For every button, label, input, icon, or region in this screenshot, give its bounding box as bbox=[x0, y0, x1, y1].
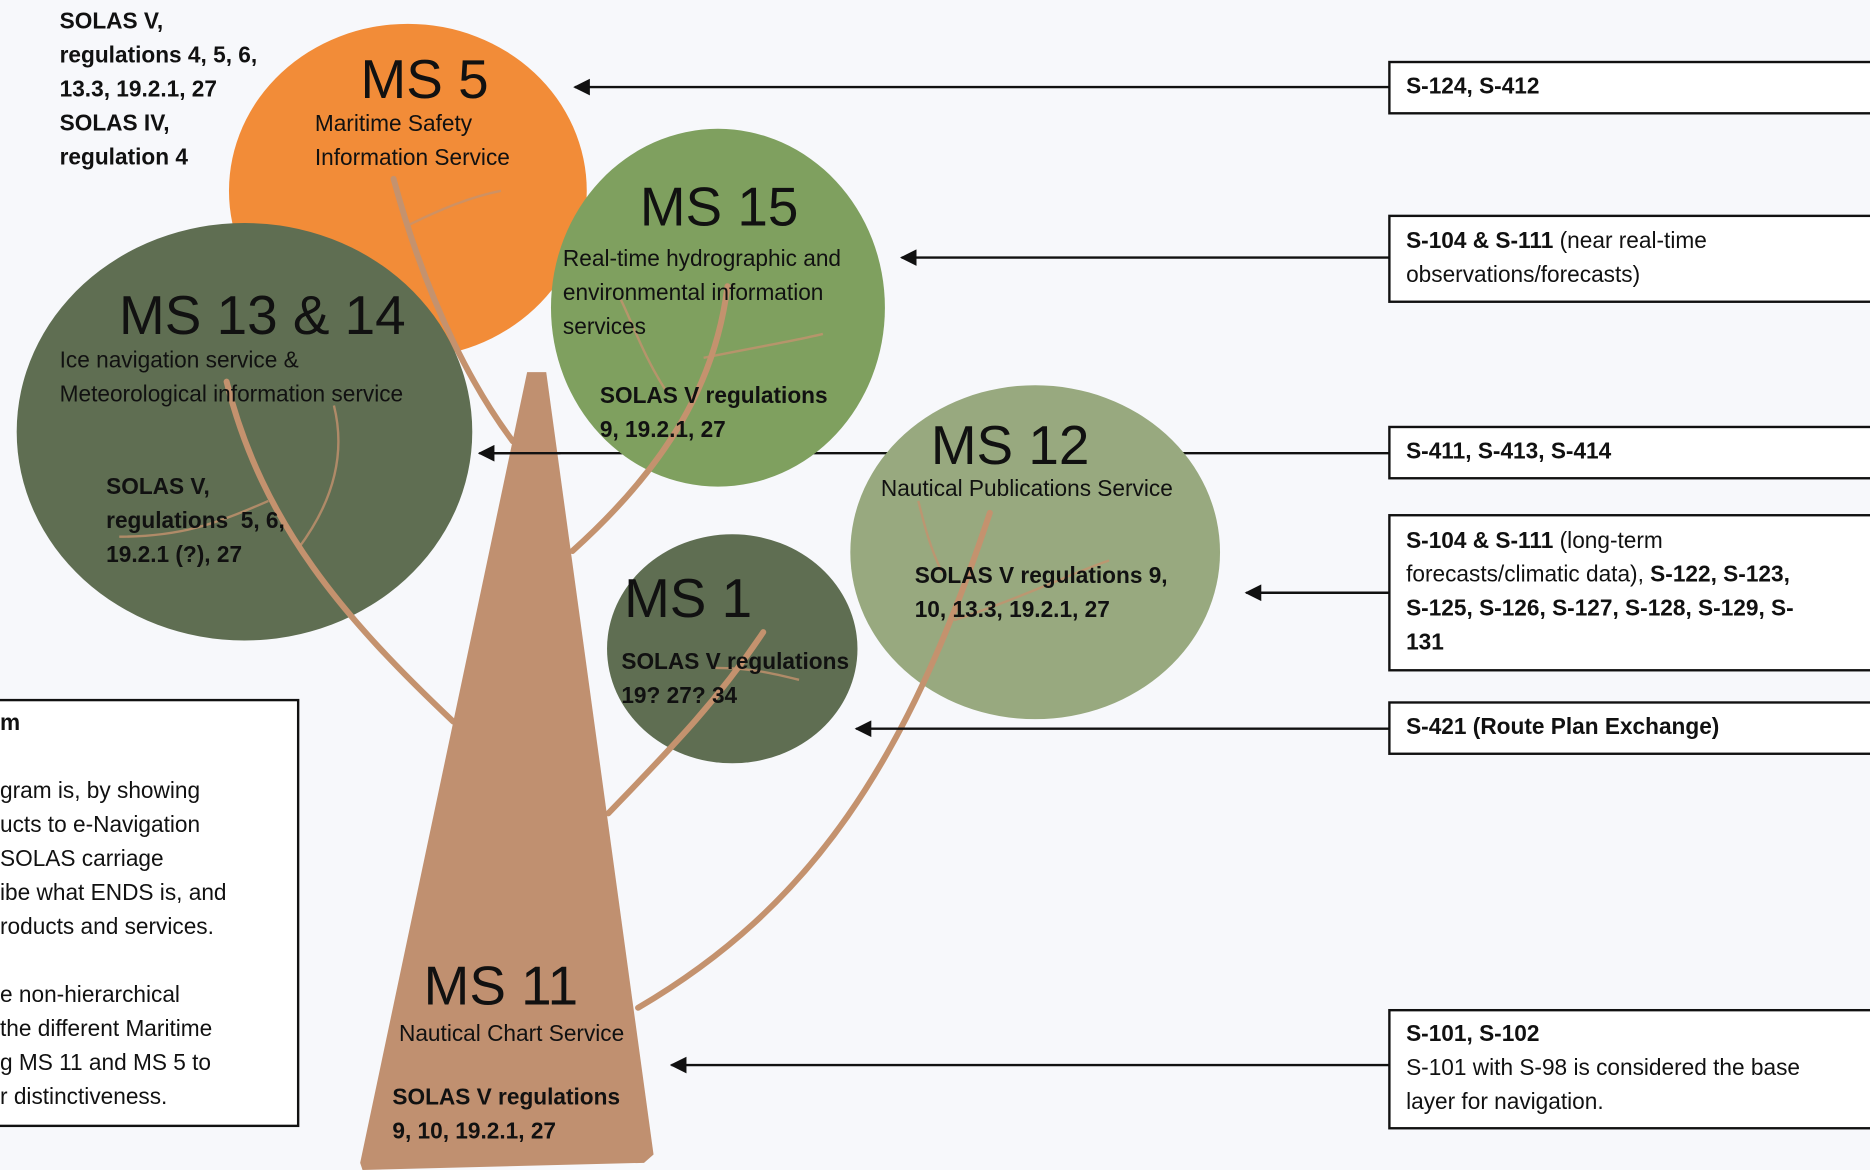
regulation: 13.3, 19.2.1, 27 bbox=[60, 76, 217, 102]
service-title: MS 1 bbox=[624, 567, 752, 629]
product-line: observations/forecasts) bbox=[1406, 261, 1640, 287]
service-title: MS 5 bbox=[361, 48, 489, 110]
note-line: ibe what ENDS is, and bbox=[0, 879, 227, 905]
regulation: 9, 10, 19.2.1, 27 bbox=[392, 1117, 556, 1143]
product-text: S-421 (Route Plan Exchange) bbox=[1406, 713, 1719, 739]
regulation: SOLAS V regulations bbox=[621, 648, 849, 674]
note-line: ucts to e-Navigation bbox=[0, 811, 200, 837]
service-name: Real-time hydrographic and bbox=[563, 245, 841, 271]
service-name: services bbox=[563, 313, 646, 339]
service-name: Information Service bbox=[315, 144, 510, 170]
product-text: (long-term bbox=[1553, 527, 1662, 553]
note-line: e non-hierarchical bbox=[0, 981, 180, 1007]
product-line: S-101, S-102 bbox=[1406, 1020, 1539, 1046]
product-line: S-104 & S-111 (near real-time bbox=[1406, 227, 1707, 253]
note-line: roducts and services. bbox=[0, 913, 214, 939]
page: MS 5Maritime Safety Information Service SO… bbox=[0, 0, 1870, 1170]
service-name: Nautical Chart Service bbox=[399, 1020, 624, 1046]
regulation: regulation 4 bbox=[60, 144, 189, 170]
product-text: (near real-time bbox=[1553, 227, 1706, 253]
regulation: 9, 19.2.1, 27 bbox=[600, 416, 726, 442]
product-text: S-124, S-412 bbox=[1406, 73, 1539, 99]
product-text: S-125, S-126, S-127, S-128, S-129, S- bbox=[1406, 595, 1794, 621]
product-line: S-421 (Route Plan Exchange) bbox=[1406, 713, 1719, 739]
service-title: MS 15 bbox=[640, 176, 799, 238]
regulation: SOLAS V regulations bbox=[600, 382, 828, 408]
service-title: MS 12 bbox=[931, 414, 1090, 476]
service-name: Ice navigation service & bbox=[60, 346, 299, 372]
service-name: Meteorological information service bbox=[60, 380, 404, 406]
regulation: SOLAS V regulations bbox=[392, 1083, 620, 1109]
regulation: regulations 4, 5, 6, bbox=[60, 42, 258, 68]
regulation: SOLAS V, bbox=[60, 8, 164, 34]
product-line: S-101 with S-98 is considered the base bbox=[1406, 1054, 1800, 1080]
product-line: S-104 & S-111 (long-term bbox=[1406, 527, 1663, 553]
regulation: regulations 5, 6, bbox=[106, 507, 285, 533]
regulation: SOLAS IV, bbox=[60, 110, 170, 136]
product-line: forecasts/climatic data), S-122, S-123, bbox=[1406, 561, 1790, 587]
product-text: S-104 & S-111 bbox=[1406, 227, 1553, 253]
product-line: S-411, S-413, S-414 bbox=[1406, 438, 1612, 464]
product-text: layer for navigation. bbox=[1406, 1088, 1604, 1114]
note-line: SOLAS carriage bbox=[0, 845, 164, 871]
product-text: S-122, S-123, bbox=[1650, 561, 1790, 587]
product-text: S-104 & S-111 bbox=[1406, 527, 1553, 553]
product-text: forecasts/climatic data), bbox=[1406, 561, 1650, 587]
note-line: g MS 11 and MS 5 to bbox=[0, 1049, 211, 1075]
regulation: 19? 27? 34 bbox=[621, 682, 737, 708]
regulation: SOLAS V regulations 9, bbox=[915, 562, 1168, 588]
service-name: environmental information bbox=[563, 279, 823, 305]
service-title: MS 13 & 14 bbox=[119, 284, 406, 346]
product-line: S-124, S-412 bbox=[1406, 73, 1539, 99]
regulation: 19.2.1 (?), 27 bbox=[106, 541, 242, 567]
product-text: observations/forecasts) bbox=[1406, 261, 1640, 287]
regulation: 10, 13.3, 19.2.1, 27 bbox=[915, 596, 1110, 622]
note-line: r distinctiveness. bbox=[0, 1083, 167, 1109]
product-text: 131 bbox=[1406, 629, 1444, 655]
service-name: Nautical Publications Service bbox=[881, 475, 1173, 501]
product-text: S-101, S-102 bbox=[1406, 1020, 1539, 1046]
service-title: MS 11 bbox=[424, 954, 578, 1016]
note-line: the different Maritime bbox=[0, 1015, 212, 1041]
diagram: MS 5Maritime Safety Information Service SO… bbox=[0, 0, 1870, 1170]
product-text: S-411, S-413, S-414 bbox=[1406, 438, 1612, 464]
regulation: SOLAS V, bbox=[106, 473, 210, 499]
service-name: Maritime Safety bbox=[315, 110, 473, 136]
product-text: S-101 with S-98 is considered the base bbox=[1406, 1054, 1800, 1080]
note-title: m bbox=[0, 709, 20, 735]
product-line: 131 bbox=[1406, 629, 1444, 655]
note-line: gram is, by showing bbox=[0, 777, 200, 803]
product-line: layer for navigation. bbox=[1406, 1088, 1604, 1114]
product-line: S-125, S-126, S-127, S-128, S-129, S- bbox=[1406, 595, 1794, 621]
